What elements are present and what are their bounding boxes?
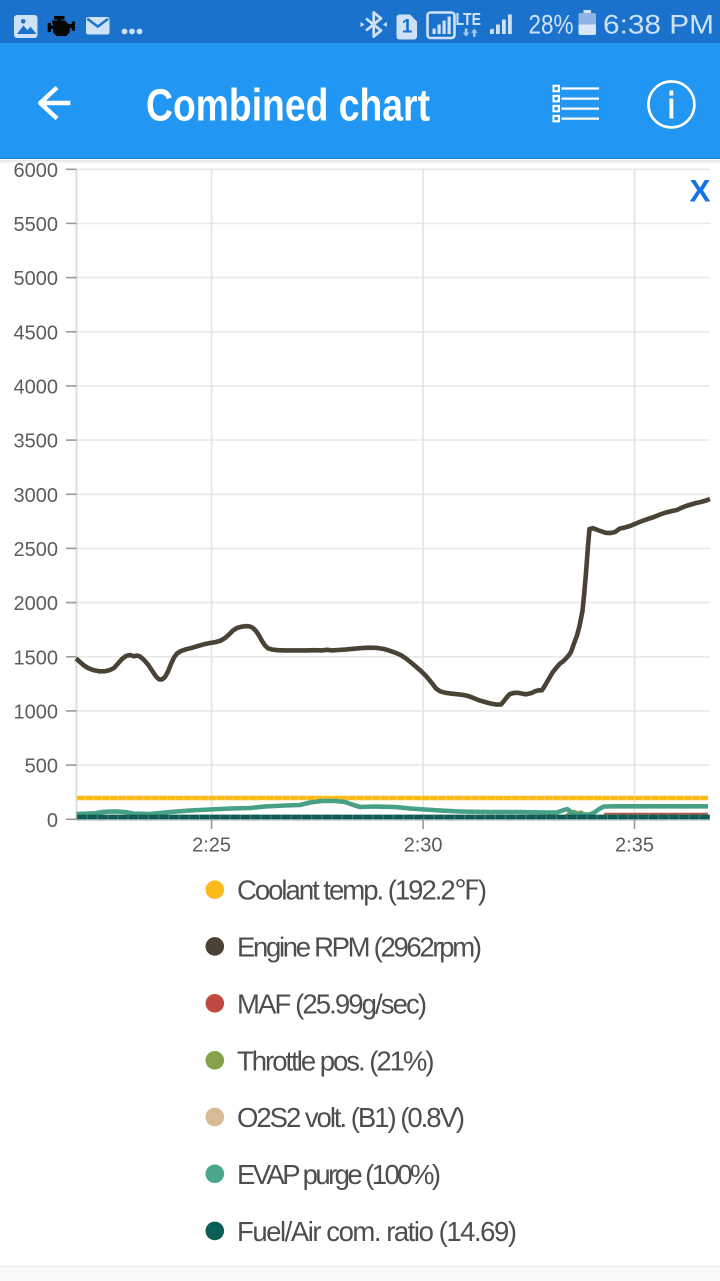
svg-text:2:35: 2:35: [615, 835, 654, 857]
svg-text:2:30: 2:30: [404, 835, 443, 857]
svg-text:5000: 5000: [14, 268, 59, 290]
svg-text:28%: 28%: [529, 10, 574, 40]
svg-text:3000: 3000: [14, 485, 59, 507]
svg-text:1: 1: [402, 17, 413, 38]
svg-text:Coolant temp. (192.2℉): Coolant temp. (192.2℉): [237, 875, 487, 906]
svg-text:1500: 1500: [14, 647, 59, 669]
svg-text:2500: 2500: [14, 539, 59, 561]
svg-text:Combined chart: Combined chart: [146, 80, 430, 131]
svg-text:Fuel/Air com. ratio (14.69): Fuel/Air com. ratio (14.69): [237, 1216, 517, 1247]
svg-text:4500: 4500: [14, 322, 59, 344]
svg-text:4000: 4000: [14, 377, 59, 399]
svg-text:5500: 5500: [14, 214, 59, 236]
svg-text:500: 500: [25, 756, 58, 778]
svg-text:6000: 6000: [14, 160, 59, 182]
svg-text:6:38 PM: 6:38 PM: [603, 10, 714, 40]
svg-text:LTE: LTE: [456, 9, 482, 29]
svg-text:Engine RPM (2962rpm): Engine RPM (2962rpm): [237, 931, 482, 962]
svg-text:1000: 1000: [14, 702, 59, 724]
svg-text:EVAP purge (100%): EVAP purge (100%): [237, 1159, 441, 1190]
svg-text:3500: 3500: [14, 431, 59, 453]
svg-text:2000: 2000: [14, 593, 59, 615]
svg-text:O2S2 volt. (B1) (0.8V): O2S2 volt. (B1) (0.8V): [237, 1102, 465, 1133]
svg-text:X: X: [689, 173, 710, 209]
svg-text:0: 0: [47, 810, 58, 832]
svg-text:Throttle pos. (21%): Throttle pos. (21%): [237, 1045, 435, 1076]
svg-text:MAF (25.99g/sec): MAF (25.99g/sec): [237, 988, 427, 1019]
svg-text:2:25: 2:25: [192, 835, 231, 857]
